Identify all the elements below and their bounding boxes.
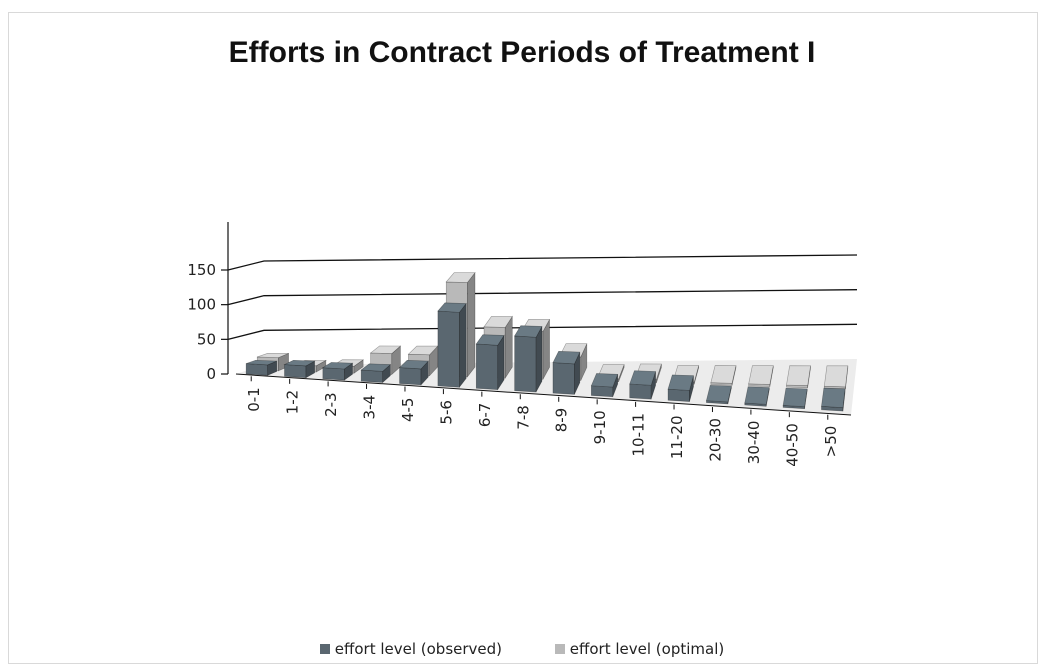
x-axis-line bbox=[235, 373, 852, 416]
y-tick-label: 150 bbox=[187, 261, 216, 279]
chart-title: Efforts in Contract Periods of Treatment… bbox=[228, 36, 816, 69]
bar-observed bbox=[744, 386, 770, 407]
x-tick-label: 0-1 bbox=[245, 387, 263, 412]
y-axis: 0 50 100 150 bbox=[187, 261, 228, 383]
bar-observed bbox=[782, 387, 808, 410]
gridline bbox=[227, 323, 858, 340]
x-tick-label: 40-50 bbox=[783, 423, 801, 467]
gridline bbox=[227, 254, 858, 271]
legend-swatch-observed bbox=[319, 644, 330, 654]
bar-observed bbox=[475, 334, 505, 391]
bar-optimal bbox=[823, 365, 849, 390]
x-tick-label: >50 bbox=[822, 426, 840, 458]
x-tick-label: 20-30 bbox=[706, 418, 724, 462]
bar-observed bbox=[629, 370, 657, 400]
bar-optimal bbox=[369, 345, 402, 376]
legend-item-observed: effort level (observed) bbox=[319, 640, 503, 658]
bar-observed bbox=[552, 350, 581, 395]
legend-item-optimal: effort level (optimal) bbox=[554, 640, 725, 658]
legend: effort level (observed) effort level (op… bbox=[0, 640, 1044, 658]
y-tick-label: 50 bbox=[197, 330, 216, 348]
bar-observed bbox=[514, 325, 543, 393]
x-tick-label: 9-10 bbox=[591, 410, 609, 444]
bar-optimal bbox=[786, 365, 811, 389]
bar-observed bbox=[667, 374, 694, 402]
legend-label-observed: effort level (observed) bbox=[334, 640, 503, 658]
y-tick-label: 0 bbox=[206, 365, 216, 383]
legend-label-optimal: effort level (optimal) bbox=[569, 640, 725, 658]
bar-observed bbox=[705, 385, 732, 405]
x-tick-label: 30-40 bbox=[745, 421, 763, 465]
bar-observed bbox=[283, 360, 316, 379]
x-tick-label: 3-4 bbox=[361, 395, 379, 420]
y-tick-label: 100 bbox=[187, 296, 216, 314]
x-tick-label: 5-6 bbox=[437, 400, 455, 425]
x-tick-label: 6-7 bbox=[476, 403, 494, 428]
bar-optimal bbox=[710, 365, 737, 386]
x-tick-label: 2-3 bbox=[322, 392, 340, 417]
bars bbox=[245, 271, 849, 412]
x-tick-label: 10-11 bbox=[630, 413, 648, 457]
x-tick-label: 7-8 bbox=[514, 405, 532, 430]
bar-observed bbox=[245, 360, 278, 376]
x-tick-label: 8-9 bbox=[553, 408, 571, 433]
legend-swatch-optimal bbox=[554, 644, 565, 654]
gridline bbox=[227, 289, 858, 306]
bar-observed bbox=[360, 363, 392, 384]
x-tick-label: 1-2 bbox=[284, 390, 302, 415]
bar-observed bbox=[590, 373, 619, 398]
bar-observed bbox=[821, 387, 846, 412]
x-axis: 0-1 1-2 2-3 3-4 4-5 5-6 6-7 7-8 8-9 9-10 10-11 11-2… bbox=[245, 376, 840, 467]
bar-observed bbox=[437, 302, 467, 389]
x-tick-label: 11-20 bbox=[668, 415, 686, 459]
bar-observed bbox=[398, 360, 429, 386]
gridlines bbox=[227, 222, 858, 374]
bar-observed bbox=[321, 362, 354, 381]
x-tick-label: 4-5 bbox=[399, 398, 417, 423]
bar-optimal bbox=[748, 365, 774, 387]
